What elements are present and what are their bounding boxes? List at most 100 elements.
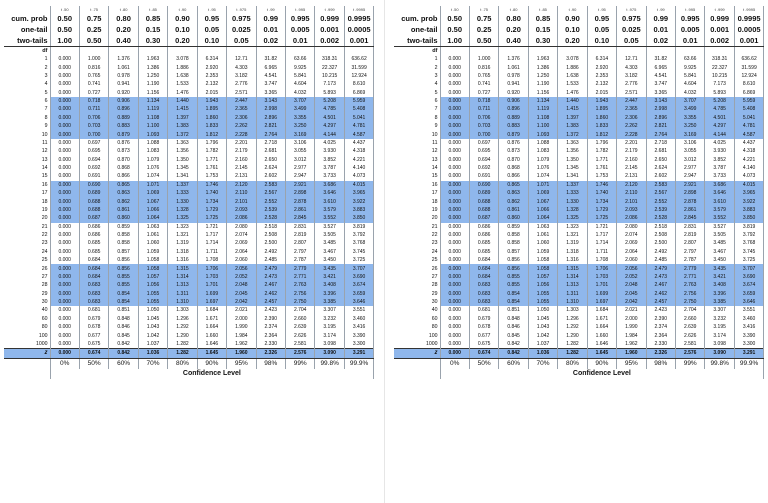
df-value: 100	[4, 331, 51, 340]
t-critical-value: 4.587	[343, 130, 375, 139]
confidence-value: 60%	[498, 358, 529, 369]
df-value: 23	[4, 239, 51, 248]
table-row: 20 0.000 0.687 0.860 1.064 1.325 1.725 2.086 2.5…	[394, 214, 765, 223]
t-critical-value: 2.626	[284, 331, 316, 340]
t-critical-value: 318.31	[704, 55, 735, 64]
t-critical-value: 4.073	[733, 172, 765, 181]
t-critical-value: 1.337	[167, 180, 198, 189]
z-value: 1.282	[557, 348, 588, 359]
one-tail-value: 0.05	[586, 24, 618, 35]
t-subscript: t .90	[557, 6, 588, 13]
df-value: 10	[394, 130, 441, 139]
df-value: 21	[394, 222, 441, 231]
t-critical-value: 1.796	[196, 138, 228, 148]
two-tails-value: 0.20	[557, 35, 588, 47]
df-value: 3	[394, 71, 441, 81]
t-critical-value: 1.296	[167, 314, 198, 323]
t-critical-value: 5.841	[674, 71, 706, 81]
cum-prob-value: 0.9995	[733, 13, 765, 24]
t-critical-value: 0.000	[439, 323, 470, 332]
t-critical-value: 0.000	[49, 339, 80, 349]
t-critical-value: 1.313	[557, 281, 588, 290]
t-critical-value: 3.505	[314, 230, 345, 240]
t-critical-value: 0.854	[108, 289, 139, 298]
t-critical-value: 0.859	[108, 222, 139, 231]
t-critical-value: 3.416	[733, 323, 765, 332]
confidence-value: 90%	[196, 358, 228, 369]
t-critical-value: 2.473	[255, 272, 287, 282]
t-critical-value: 1.328	[167, 205, 198, 215]
confidence-level-label: Confidence Level	[439, 368, 765, 379]
t-critical-value: 3.646	[343, 297, 375, 307]
t-critical-value: 2.462	[645, 289, 677, 298]
t-critical-value: 3.055	[284, 147, 316, 156]
table-row: 29 0.000 0.683 0.854 1.055 1.311 1.699 2.045 2.4…	[4, 289, 375, 298]
table-row: 29 0.000 0.683 0.854 1.055 1.311 1.699 2.045 2.4…	[394, 289, 765, 298]
t-critical-value: 4.140	[733, 163, 765, 173]
t-critical-value: 2.060	[616, 256, 647, 265]
one-tail-value: 0.025	[616, 24, 647, 35]
confidence-value: 80%	[557, 358, 588, 369]
t-critical-value: 3.707	[733, 264, 765, 273]
one-tail-value: 0.001	[314, 24, 345, 35]
t-critical-value: 2.015	[196, 88, 228, 97]
t-critical-value: 2.042	[226, 297, 257, 307]
t-critical-value: 0.685	[468, 239, 500, 248]
t-critical-value: 3.499	[674, 105, 706, 114]
t-subscript: t .975	[616, 6, 647, 13]
df-value: 24	[394, 247, 441, 256]
t-critical-value: 1.350	[557, 155, 588, 164]
t-critical-value: 3.143	[255, 96, 287, 106]
t-critical-value: 0.684	[78, 256, 110, 265]
t-critical-value: 1.671	[586, 314, 618, 323]
df-value: 1000	[4, 339, 51, 349]
two-tails-value: 0.001	[343, 35, 375, 47]
t-subscript: t .80	[108, 6, 139, 13]
df-value: 16	[4, 180, 51, 189]
t-critical-value: 1.646	[196, 339, 228, 349]
t-critical-value: 1.310	[167, 297, 198, 307]
t-critical-value: 3.450	[704, 256, 735, 265]
t-critical-value: 1.664	[586, 323, 618, 332]
t-critical-value: 0.879	[108, 130, 139, 139]
table-row: 17 0.000 0.689 0.863 1.069 1.333 1.740 2.110 2.5…	[394, 189, 765, 198]
t-critical-value: 2.000	[226, 314, 257, 323]
t-critical-value: 0.000	[439, 71, 470, 81]
t-critical-value: 1.721	[586, 222, 618, 231]
t-critical-value: 1.156	[527, 88, 559, 97]
t-critical-value: 2.101	[616, 197, 647, 206]
table-row: 7 0.000 0.711 0.896 1.119 1.415 1.895 2.365 2.99…	[4, 105, 375, 114]
t-critical-value: 0.000	[439, 122, 470, 131]
t-critical-value: 2.776	[226, 80, 257, 89]
t-critical-value: 2.750	[674, 297, 706, 307]
t-critical-value: 4.073	[343, 172, 375, 181]
cum-prob-value: 0.75	[468, 13, 500, 24]
t-critical-value: 3.922	[733, 197, 765, 206]
t-critical-value: 1.059	[527, 247, 559, 256]
t-critical-value: 636.62	[733, 55, 765, 64]
t-critical-value: 1.042	[137, 331, 169, 340]
t-critical-value: 0.858	[108, 230, 139, 240]
t-critical-value: 3.485	[704, 239, 735, 248]
t-critical-value: 1.771	[196, 155, 228, 164]
t-critical-value: 0.883	[498, 122, 529, 131]
table-row: 12 0.000 0.695 0.873 1.083 1.356 1.782 2.179 2.6…	[394, 147, 765, 156]
confidence-value: 99%	[674, 358, 706, 369]
t-critical-value: 2.704	[284, 306, 316, 315]
two-tails-value: 0.30	[137, 35, 169, 47]
t-critical-value: 2.060	[226, 256, 257, 265]
t-critical-value: 0.675	[78, 339, 110, 349]
t-critical-value: 3.106	[284, 138, 316, 148]
one-tail-value: 0.25	[78, 24, 110, 35]
blank-cell	[557, 46, 588, 55]
t-critical-value: 12.924	[733, 71, 765, 81]
table-row: 22 0.000 0.686 0.858 1.061 1.321 1.717 2.074 2.5…	[394, 230, 765, 240]
t-critical-value: 0.851	[498, 306, 529, 315]
z-value: 0.000	[49, 348, 80, 359]
df-value: 5	[394, 88, 441, 97]
cum-prob-value: 0.80	[498, 13, 529, 24]
one-tail-value: 0.005	[674, 24, 706, 35]
table-row: 100 0.000 0.677 0.845 1.042 1.290 1.660 1.984 2.…	[4, 331, 375, 340]
t-critical-value: 2.977	[674, 163, 706, 173]
t-critical-value: 1.984	[226, 331, 257, 340]
